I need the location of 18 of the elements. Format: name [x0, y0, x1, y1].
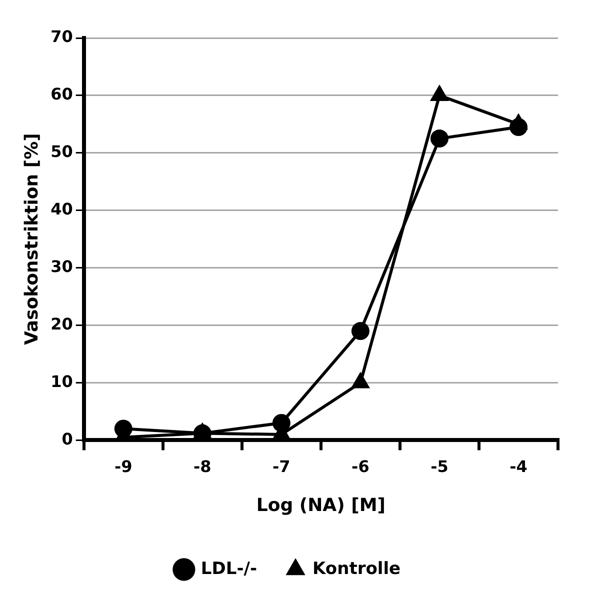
x-axis-title: Log (NA) [M]: [256, 494, 386, 516]
y-tick-label: 10: [50, 372, 73, 391]
x-tick-label: -9: [114, 456, 132, 476]
x-tick-label: -6: [352, 456, 370, 476]
legend-label: Kontrolle: [312, 558, 401, 579]
x-tick-label: -5: [430, 456, 448, 476]
legend-label: LDL-/-: [200, 558, 258, 579]
y-tick-label: 60: [50, 84, 73, 104]
x-tick-label: -4: [510, 456, 528, 476]
y-tick-label: 70: [50, 27, 73, 46]
y-axis-title: Vasokonstriktion [%]: [21, 133, 42, 346]
x-tick-label: -7: [272, 456, 290, 476]
y-tick-label: 20: [50, 314, 73, 334]
y-tick-label: 50: [50, 142, 73, 162]
y-tick-label: 0: [62, 429, 73, 448]
y-tick-label: 40: [50, 200, 73, 219]
x-tick-label: -8: [194, 456, 212, 476]
y-tick-label: 30: [50, 256, 73, 276]
